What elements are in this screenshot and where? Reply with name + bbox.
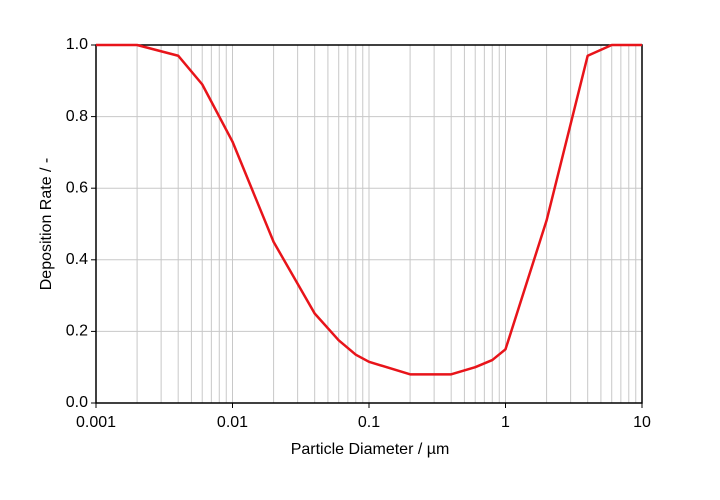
y-tick-label: 0.2 [66,323,88,340]
y-tick-label: 0.6 [66,179,88,196]
y-tick-label: 0.4 [66,251,88,268]
x-tick-label: 0.001 [76,414,116,431]
y-axis-label: Deposition Rate / - [38,158,55,291]
y-tick-label: 0.8 [66,108,88,125]
y-tick-label: 1.0 [66,36,88,53]
data-line [96,43,642,376]
plot-frame [95,44,643,404]
x-tick-label: 0.1 [358,414,380,431]
y-tick-label: 0.0 [66,394,88,411]
x-tick-label: 10 [633,414,651,431]
x-tick-label: 0.01 [217,414,248,431]
x-tick-label: 1 [501,414,510,431]
x-axis-label: Particle Diameter / µm [291,441,450,458]
